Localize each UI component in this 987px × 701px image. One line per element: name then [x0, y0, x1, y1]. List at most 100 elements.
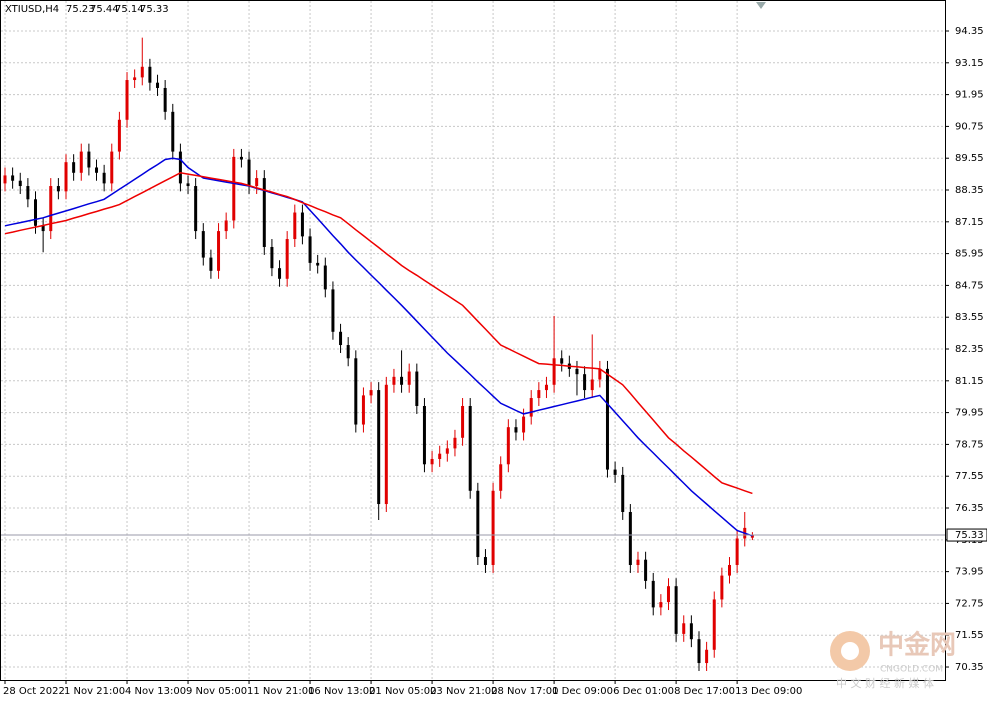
candle-body — [552, 358, 556, 385]
y-tick-label: 87.15 — [955, 217, 984, 228]
candle-body — [636, 559, 640, 565]
candle-body — [750, 535, 754, 538]
x-tick-label: 21 Nov 05:00 — [369, 686, 436, 697]
candle-body — [148, 66, 152, 83]
candle-body — [156, 82, 160, 88]
candle-body — [224, 220, 228, 232]
candle-body — [514, 427, 518, 433]
candle-body — [110, 151, 114, 184]
watermark-title: 中金网 — [878, 630, 956, 661]
candle-body — [476, 490, 480, 558]
candle-body — [392, 376, 396, 385]
y-tick-label: 93.15 — [955, 58, 984, 69]
candle-body — [644, 559, 648, 581]
candle-body — [598, 368, 602, 380]
x-tick-label: 6 Dec 01:00 — [613, 686, 674, 697]
candle-body — [194, 186, 198, 232]
candle-body — [102, 172, 106, 184]
candle-body — [308, 236, 312, 263]
candle-body — [491, 490, 495, 565]
x-tick-label: 9 Nov 05:00 — [186, 686, 247, 697]
candle-body — [659, 602, 663, 608]
candle-body — [522, 416, 526, 433]
candle-body — [621, 474, 625, 512]
moving-average — [4, 157, 753, 537]
candle-body — [560, 358, 564, 364]
x-tick-label: 8 Dec 17:00 — [674, 686, 735, 697]
candle-body — [407, 371, 411, 385]
candle-body — [95, 167, 99, 173]
x-tick-label: 28 Nov 17:00 — [491, 686, 558, 697]
candle-body — [64, 162, 68, 192]
x-tick-label: 13 Dec 09:00 — [735, 686, 802, 697]
y-tick-label: 81.15 — [955, 376, 984, 387]
x-tick-label: 16 Nov 13:00 — [308, 686, 375, 697]
y-tick-label: 82.35 — [955, 344, 984, 355]
candle-body — [125, 80, 129, 120]
price-label: 75.33 — [955, 530, 984, 541]
candle-body — [270, 246, 274, 269]
candle-body — [262, 178, 266, 247]
candle-body — [361, 395, 365, 425]
candle-body — [384, 384, 388, 505]
candle-body — [575, 368, 579, 375]
candle-body — [217, 231, 221, 271]
candle-body — [11, 175, 15, 181]
candle-body — [506, 427, 510, 465]
candle-body — [445, 448, 449, 454]
watermark-logo-inner — [841, 642, 859, 660]
candle-body — [544, 384, 548, 391]
candle-body — [3, 175, 7, 184]
shift-marker — [756, 2, 766, 9]
candle-body — [87, 151, 91, 168]
y-tick-label: 72.75 — [955, 598, 984, 609]
candle-body — [79, 151, 83, 173]
candle-body — [117, 119, 121, 152]
candle-body — [537, 390, 541, 399]
y-tick-label: 94.35 — [955, 26, 984, 37]
y-tick-label: 76.35 — [955, 503, 984, 514]
candle-body — [590, 379, 594, 391]
symbol: XTIUSD,H4 — [5, 4, 59, 15]
candle-body — [422, 405, 426, 465]
price-label-box — [946, 528, 987, 542]
candle-body — [461, 405, 465, 438]
candle-body — [438, 453, 442, 459]
y-tick-label: 77.55 — [955, 471, 984, 482]
candle-body — [49, 186, 53, 232]
candle-body — [705, 649, 709, 664]
last-close: 75.33 — [140, 4, 169, 15]
candle-body — [140, 66, 144, 78]
y-tick-label: 89.55 — [955, 153, 984, 164]
candle-body — [483, 557, 487, 565]
x-tick-label: 28 Oct 2022 — [3, 686, 65, 697]
candle-body — [201, 231, 205, 258]
candle-body — [209, 257, 213, 271]
candle-body — [529, 398, 533, 417]
y-tick-label: 83.55 — [955, 312, 984, 323]
y-tick-label: 84.75 — [955, 280, 984, 291]
x-tick-label: 11 Nov 21:00 — [247, 686, 314, 697]
watermark-site: CNGOLD.COM — [880, 665, 943, 675]
last-open: 75.23 — [66, 4, 95, 15]
candle-body — [415, 371, 419, 406]
header: XTIUSD,H4 75.23 75.44 75.14 75.33 — [5, 4, 169, 15]
x-tick-label: 1 Dec 09:00 — [552, 686, 613, 697]
candle-body — [323, 265, 327, 290]
y-tick-label: 79.95 — [955, 408, 984, 419]
candle-body — [430, 458, 434, 465]
candle-body — [171, 111, 175, 152]
candle-body — [26, 186, 30, 200]
y-tick-label: 88.35 — [955, 185, 984, 196]
candle-body — [56, 186, 60, 192]
watermark-slogan: 中 文 财 经 新 媒 体 — [836, 676, 934, 690]
candle-body — [727, 564, 731, 576]
candle-body — [293, 212, 297, 240]
candle-body — [712, 599, 716, 650]
candle-body — [163, 87, 167, 112]
candle-body — [377, 390, 381, 505]
candle-body — [41, 225, 45, 232]
candle-body — [354, 358, 358, 425]
last-high: 75.44 — [90, 4, 119, 15]
